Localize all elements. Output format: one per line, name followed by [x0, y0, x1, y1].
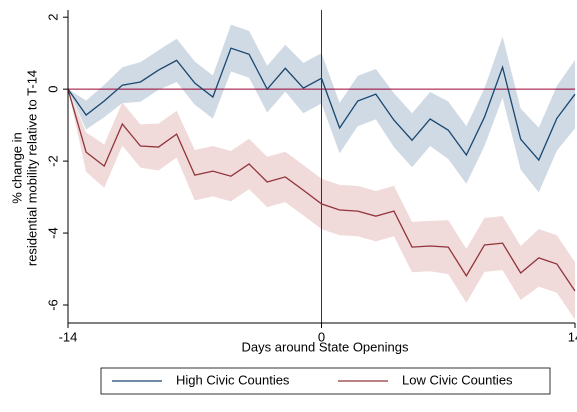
legend-label: Low Civic Counties [402, 372, 513, 387]
line [67, 47, 576, 162]
line [67, 88, 576, 292]
y-tick-label: 0 [45, 86, 60, 93]
x-tick-label: 14 [568, 329, 577, 344]
x-tick-label: 0 [318, 329, 325, 344]
y-axis-label: residential mobility relative to T-14 [24, 70, 39, 266]
y-axis-label: % change in [9, 132, 24, 204]
legend-label: High Civic Counties [176, 372, 290, 387]
y-tick-label: -2 [45, 155, 60, 167]
x-axis-label: Days around State Openings [242, 339, 409, 354]
y-tick-label: -6 [45, 299, 60, 311]
legend-box [100, 367, 551, 395]
y-tick-label: -4 [45, 227, 60, 239]
confidence-band [68, 24, 575, 193]
x-tick-label: -14 [59, 329, 78, 344]
y-tick-label: 2 [45, 14, 60, 21]
